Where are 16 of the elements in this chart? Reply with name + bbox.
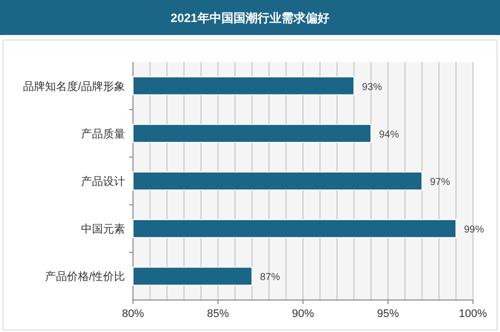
y-tick-label: 产品价格/性价比 xyxy=(44,270,125,284)
y-tick-label: 产品质量 xyxy=(81,127,125,140)
x-tick-label: 100% xyxy=(458,308,488,320)
data-label: 87% xyxy=(260,272,280,284)
y-tick-label: 产品设计 xyxy=(81,175,125,188)
chart-title: 2021年中国国潮行业需求偏好 xyxy=(170,11,330,25)
data-label: 99% xyxy=(464,224,484,236)
x-tick-label: 85% xyxy=(206,308,230,320)
y-tick-label: 品牌知名度/品牌形象 xyxy=(22,80,125,93)
x-tick-label: 95% xyxy=(376,308,400,320)
data-label: 94% xyxy=(379,129,400,140)
data-label: 97% xyxy=(430,177,450,188)
x-tick-label: 90% xyxy=(292,308,314,320)
y-tick-label: 中国元素 xyxy=(81,222,125,236)
x-tick-label: 80% xyxy=(122,308,144,320)
data-label: 93% xyxy=(362,82,382,93)
